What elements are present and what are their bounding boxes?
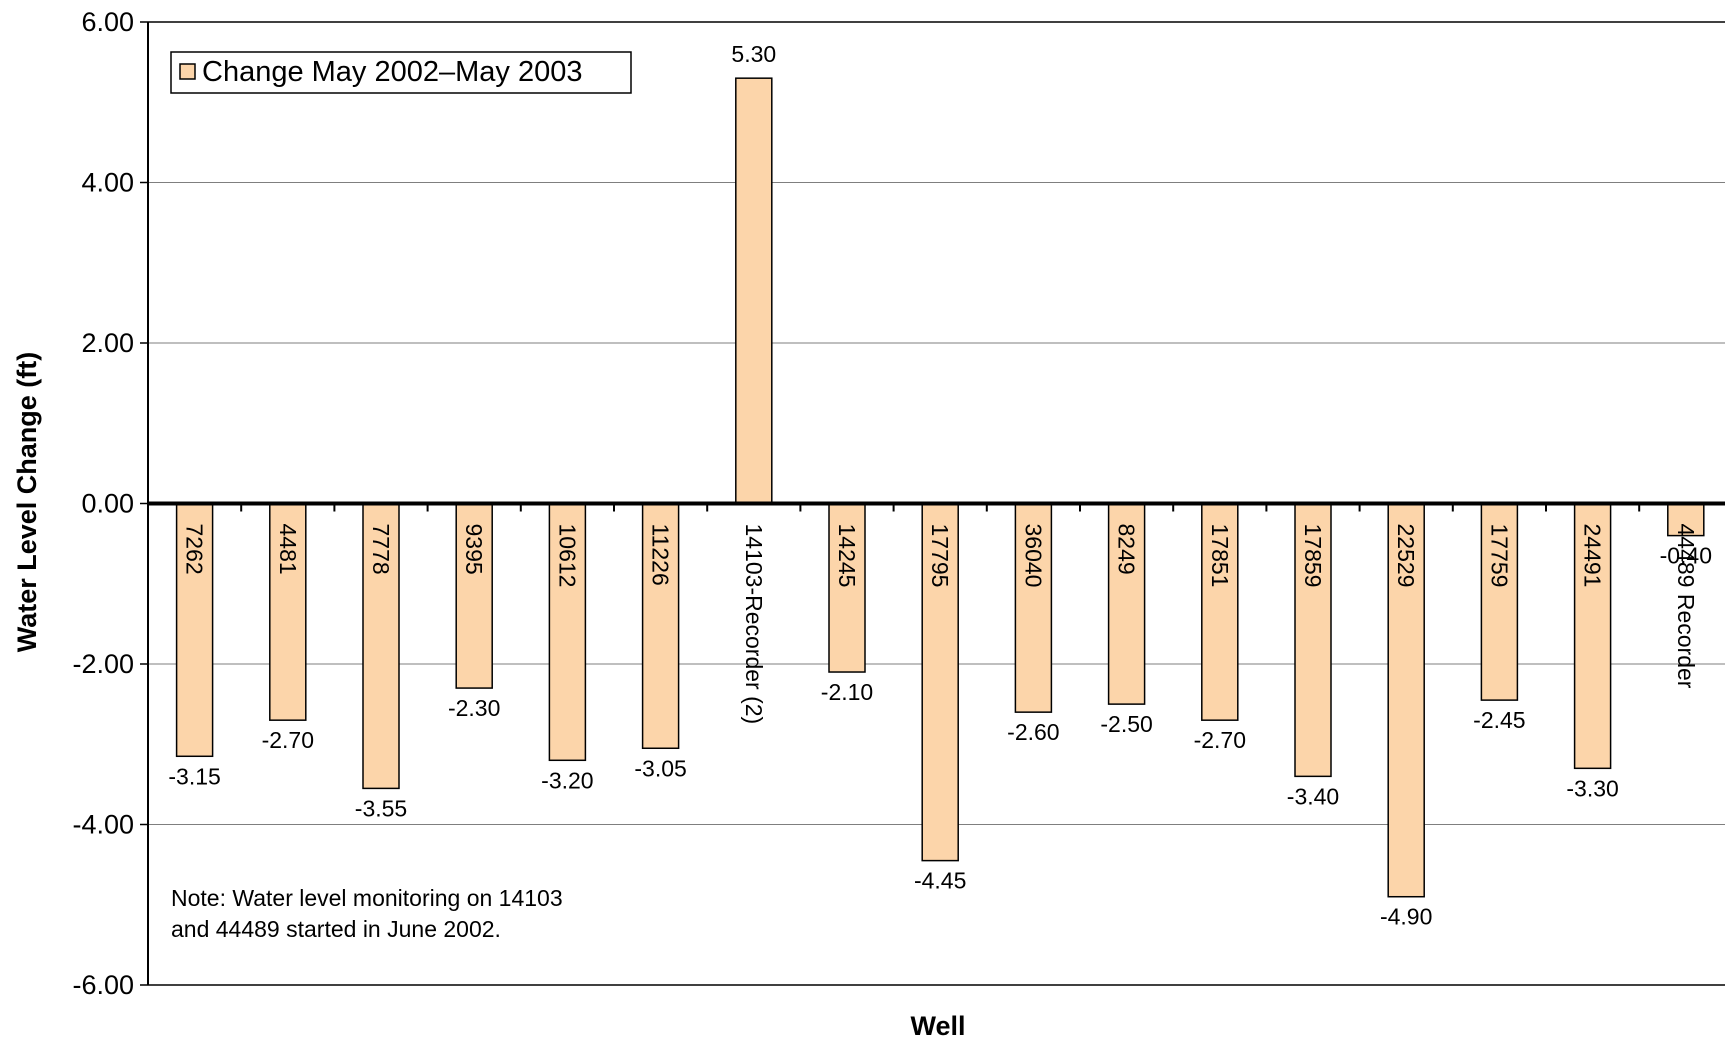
category-label: 22529 (1393, 524, 1419, 588)
bar (1294, 502, 1332, 778)
bar (175, 502, 214, 758)
category-label: 7778 (368, 524, 394, 575)
bars (175, 77, 1705, 898)
category-label: 11226 (648, 524, 674, 586)
category-label: 9395 (461, 524, 487, 575)
bar-value-label: -3.05 (634, 755, 686, 781)
bar-value-label: -2.50 (1100, 711, 1152, 737)
bar (1107, 502, 1146, 705)
bar-value-label: -3.55 (355, 795, 407, 821)
y-tick-label: -2.00 (72, 649, 134, 679)
bar-value-label: -3.40 (1287, 783, 1339, 809)
bar (1573, 502, 1612, 770)
category-label: 36040 (1020, 524, 1046, 588)
y-tick-label: 2.00 (81, 328, 134, 358)
y-tick-label: -4.00 (72, 810, 134, 840)
note-line-2: and 44489 started in June 2002. (171, 916, 501, 942)
legend: Change May 2002–May 2003 (170, 51, 632, 94)
bar-value-label: -2.45 (1473, 707, 1525, 733)
labels: 6.00 4.00 2.00 0.00 -2.00 -4.00 -6.00 -3.15 7262… (72, 7, 1712, 1000)
category-label: 8249 (1114, 524, 1140, 575)
legend-box (170, 51, 632, 94)
category-label: 7262 (182, 524, 208, 575)
bar-value-label: -4.45 (914, 868, 966, 894)
category-label: 14245 (834, 524, 860, 588)
note-line-1: Note: Water level monitoring on 14103 (171, 885, 563, 911)
bar-value-label: -2.70 (262, 727, 314, 753)
category-label: 24491 (1580, 524, 1606, 588)
bar-value-label: -4.90 (1380, 904, 1432, 930)
bar (1014, 502, 1053, 713)
bar (1480, 502, 1519, 701)
category-label: 17859 (1300, 524, 1326, 588)
bar (1667, 502, 1705, 537)
legend-label: Change May 2002–May 2003 (202, 56, 582, 88)
y-tick-label: 4.00 (81, 168, 134, 198)
category-label: 4481 (275, 524, 301, 575)
category-label: 17759 (1486, 524, 1512, 588)
x-axis-title: Well (910, 1011, 965, 1041)
y-tick-label: 0.00 (81, 489, 134, 519)
category-label: 10612 (554, 524, 580, 588)
bar (269, 502, 307, 721)
bar-value-label: -2.30 (448, 695, 500, 721)
category-label: 14103-Recorder (2) (741, 524, 767, 725)
bar (921, 502, 959, 862)
bar-value-label: -3.20 (541, 767, 593, 793)
category-label: 44489 Recorder (1673, 524, 1699, 689)
bar-value-label: -2.70 (1194, 727, 1246, 753)
axes (140, 21, 1725, 986)
note: Note: Water level monitoring on 14103 an… (171, 885, 563, 942)
bar-value-label: -0.40 (1660, 543, 1712, 569)
y-tick-label: 6.00 (81, 7, 134, 37)
bar-value-label: -3.30 (1566, 775, 1618, 801)
bar-value-label: -2.10 (821, 679, 873, 705)
bar (735, 77, 773, 505)
category-label: 17795 (927, 524, 953, 588)
y-tick-label: -6.00 (72, 970, 134, 1000)
bar-value-label: 5.30 (731, 41, 776, 67)
category-label: 17851 (1207, 524, 1233, 588)
y-axis-title: Water Level Change (ft) (12, 352, 42, 653)
bar (1387, 502, 1425, 898)
legend-swatch (179, 63, 196, 80)
bar-value-label: -2.60 (1007, 719, 1059, 745)
bar-value-label: -3.15 (168, 763, 220, 789)
